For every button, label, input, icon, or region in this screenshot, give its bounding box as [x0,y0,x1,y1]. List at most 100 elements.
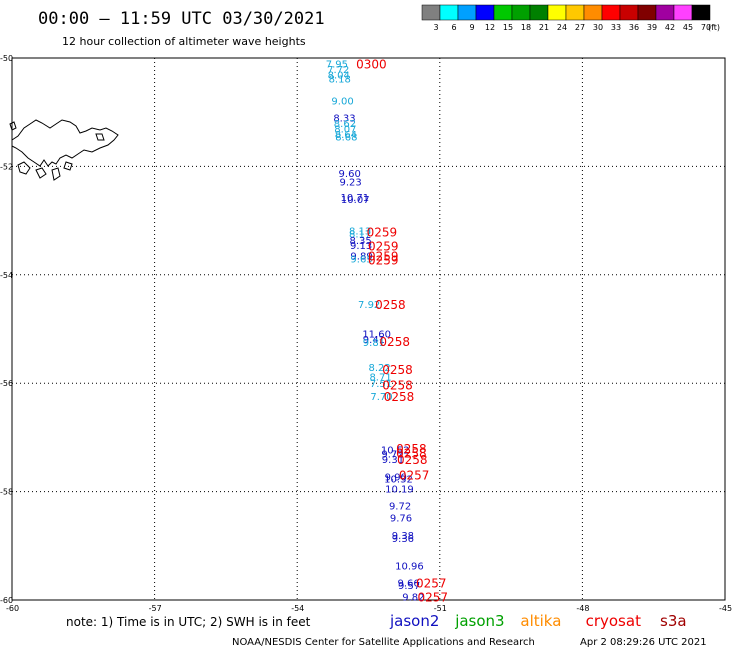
legend-label: 42 [665,23,675,32]
legend-swatch [421,4,441,21]
lat-tick-label: -60 [0,596,13,605]
legend-swatch [691,4,711,21]
wave-height-value: 9.57 [398,581,420,592]
legend-swatch [511,4,531,21]
wave-height-value: 9.00 [331,96,353,107]
wave-height-value: 9.38 [392,531,414,542]
wave-height-value: 9.81 [363,338,385,349]
pass-time-label: 0258 [375,298,406,312]
falkland-islands-coastline [9,119,119,181]
pass-time-label: 0258 [396,447,427,461]
legend-label: 70 [701,23,711,32]
lat-tick-label: -56 [0,379,13,388]
legend-label: 36 [629,23,639,32]
legend-label: 21 [539,23,549,32]
wave-height-value: 9.90 [385,472,407,483]
pass-time-label: 0258 [384,390,415,404]
lat-tick-label: -58 [0,488,13,497]
legend-swatch [619,4,639,21]
legend-swatch [529,4,549,21]
legend-label: 24 [557,23,567,32]
wave-height-value: 9.41 [363,335,385,346]
map-subtitle: 12 hour collection of altimeter wave hei… [62,35,306,48]
legend-label: 12 [485,23,495,32]
lat-lon-grid [12,58,725,600]
wave-height-value: 8.17 [349,230,371,241]
footnote: note: 1) Time is in UTC; 2) SWH is in fe… [66,615,311,629]
legend-swatch [457,4,477,21]
map-title: 00:00 – 11:59 UTC 03/30/2021 [38,9,325,29]
lon-tick-label: -54 [291,604,304,613]
wave-height-value: 9.60 [339,169,361,180]
legend-swatch [565,4,585,21]
axis-ticks: -60 -57 -54 -51 -48 -45 -50 -52 -54 -56 -58 -60 [0,54,732,613]
wave-height-value: 10.07 [341,195,370,206]
satellite-jason2: jason2 [389,612,439,630]
wave-height-value: 9.72 [381,450,403,461]
lat-tick-label: -54 [0,271,13,280]
legend-swatch [493,4,513,21]
legend-swatch [583,4,603,21]
time-labels: 0300025902590259025902580258025802580258… [356,57,448,604]
wave-height-value: 8.62 [334,119,356,130]
pass-time-label: 0259 [368,240,399,254]
wave-height-value: 9.31 [382,455,404,466]
legend-label: 18 [521,23,531,32]
satellite-altika: altika [520,612,561,630]
satellite-cryosat: cryosat [586,612,641,630]
legend-swatch [601,4,621,21]
wave-height-value: 10.19 [385,484,414,495]
satellite-s3a: s3a [660,612,687,630]
lon-tick-label: -57 [149,604,162,613]
pass-time-label: 0259 [368,249,399,263]
wave-height-value: 10.71 [340,193,369,204]
lat-tick-label: -50 [0,54,13,63]
wave-height-value: 8.33 [333,114,355,125]
wave-height-value: 9.36 [392,534,414,545]
pass-time-label: 0257 [416,577,447,591]
wave-height-value: 9.66 [397,579,419,590]
observation-labels: 7.957.728.048.18 9.00 8.338.628.078.648.68… [326,59,425,603]
pass-time-label: 0258 [396,442,427,456]
generated-timestamp: Apr 2 08:29:26 UTC 2021 [580,637,707,648]
legend-swatch [637,4,657,21]
pass-time-label: 0300 [356,57,387,71]
legend-label: 33 [611,23,621,32]
lon-tick-label: -45 [719,604,732,613]
wave-height-value: 10.32 [384,475,413,486]
wave-height-value: 7.51 [370,379,392,390]
wave-height-value: 11.60 [362,329,391,340]
wave-height-value: 10.52 [381,445,410,456]
lat-tick-label: -52 [0,162,13,171]
wave-height-value: 9.82 [402,593,424,604]
wave-height-value: 8.07 [334,124,356,135]
wave-height-value: 9.89 [350,251,372,262]
wave-height-value: 9.72 [389,502,411,513]
legend-label: 3 [433,23,438,32]
wave-height-value: 8.71 [369,373,391,384]
legend-label: 39 [647,23,657,32]
legend-label: 30 [593,23,603,32]
wave-height-value: 8.18 [329,75,351,86]
pass-time-label: 0257 [399,468,430,482]
lon-tick-label: -51 [434,604,447,613]
pass-time-label: 0258 [397,453,428,467]
pass-time-label: 0258 [382,363,413,377]
legend-label: 9 [469,23,474,32]
pass-time-label: 0257 [417,591,448,605]
map-frame [11,57,726,601]
pass-time-label: 0259 [368,254,399,268]
wave-height-value: 8.13 [349,226,371,237]
wave-height-value: 7.95 [326,59,348,70]
wave-height-value: 10.96 [395,561,424,572]
wave-height-value: 7.70 [370,392,392,403]
wave-height-value: 8.04 [328,70,350,81]
satellite-jason3: jason3 [454,612,504,630]
wave-height-value: 8.68 [335,133,357,144]
credit-line: NOAA/NESDIS Center for Satellite Applica… [232,637,535,648]
pass-time-label: 0258 [382,378,413,392]
wave-height-value: 7.92 [358,300,380,311]
wave-height-value: 9.23 [340,178,362,189]
wave-height-value: 9.76 [390,514,412,525]
